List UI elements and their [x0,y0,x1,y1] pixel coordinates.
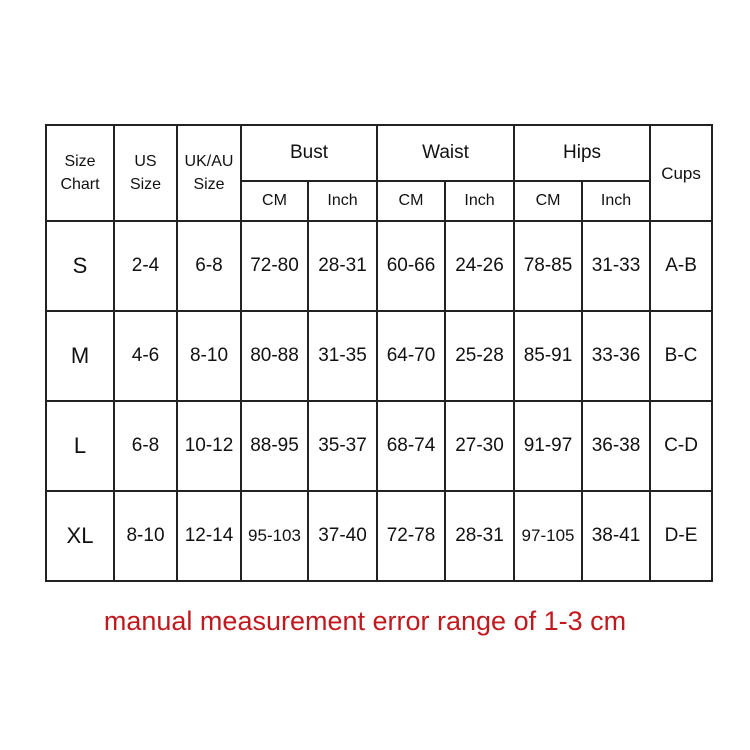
header-unit: CM [376,180,446,222]
table-cell: 4-6 [113,310,178,402]
header-us-size: US Size [113,124,178,222]
table-cell: 12-14 [176,490,242,582]
table-cell: 37-40 [307,490,378,582]
table-cell: 24-26 [443,220,516,312]
table-cell: 2-4 [113,220,178,312]
table-cell: 78-85 [513,220,584,312]
table-cell: 6-8 [176,220,242,312]
table-cell: 91-97 [513,400,584,492]
table-cell: 28-31 [307,220,378,312]
table-row: XL 8-10 12-14 95-103 37-40 72-78 28-31 97-105 38… [45,490,714,582]
measurement-note: manual measurement error range of 1-3 cm [103,606,627,636]
table-cell: 6-8 [113,400,178,492]
table-cell: 8-10 [176,310,242,402]
table-row: L 6-8 10-12 88-95 35-37 68-74 27-30 91-97 36-38 C… [45,400,714,492]
table-cell: 60-66 [376,220,446,312]
table-cell: L [45,400,115,492]
header-unit: Inch [443,180,516,222]
table-cell: 80-88 [240,310,309,402]
table-cell: C-D [649,400,714,492]
table-cell: B-C [649,310,714,402]
table-cell: 36-38 [581,400,652,492]
table-cell: 64-70 [376,310,446,402]
table-cell: M [45,310,115,402]
header-unit: Inch [581,180,652,222]
table-cell: 31-35 [307,310,378,402]
table-row: S 2-4 6-8 72-80 28-31 60-66 24-26 78-85 31-33 A-B [45,220,714,312]
table-cell: 72-80 [240,220,309,312]
table-cell: 95-103 [240,490,309,582]
table-cell: 33-36 [581,310,652,402]
table-cell: 88-95 [240,400,309,492]
table-cell: 68-74 [376,400,446,492]
table-cell: A-B [649,220,714,312]
table-cell: 27-30 [443,400,516,492]
table-cell: D-E [649,490,714,582]
table-cell: 38-41 [581,490,652,582]
size-chart-table: Size Chart US Size UK/AU Size Bust Waist… [45,124,714,582]
table-cell: 72-78 [376,490,446,582]
table-cell: 31-33 [581,220,652,312]
table-cell: 25-28 [443,310,516,402]
header-bust: Bust [240,124,378,182]
table-cell: 28-31 [443,490,516,582]
table-cell: 97-105 [513,490,584,582]
header-unit: CM [240,180,309,222]
table-row: M 4-6 8-10 80-88 31-35 64-70 25-28 85-91 33-36 B-… [45,310,714,402]
table-cell: 85-91 [513,310,584,402]
table-cell: 35-37 [307,400,378,492]
header-waist: Waist [375,124,516,182]
header-hips: Hips [513,124,652,182]
header-unit: Inch [307,180,378,222]
table-cell: 10-12 [176,400,242,492]
table-cell: S [45,220,115,312]
table-cell: 8-10 [113,490,178,582]
table-cell: XL [45,490,115,582]
header-cups: Cups [649,124,714,222]
header-unit: CM [513,180,584,222]
header-uk-au-size: UK/AU Size [176,124,242,222]
header-size-chart: Size Chart [45,124,115,222]
